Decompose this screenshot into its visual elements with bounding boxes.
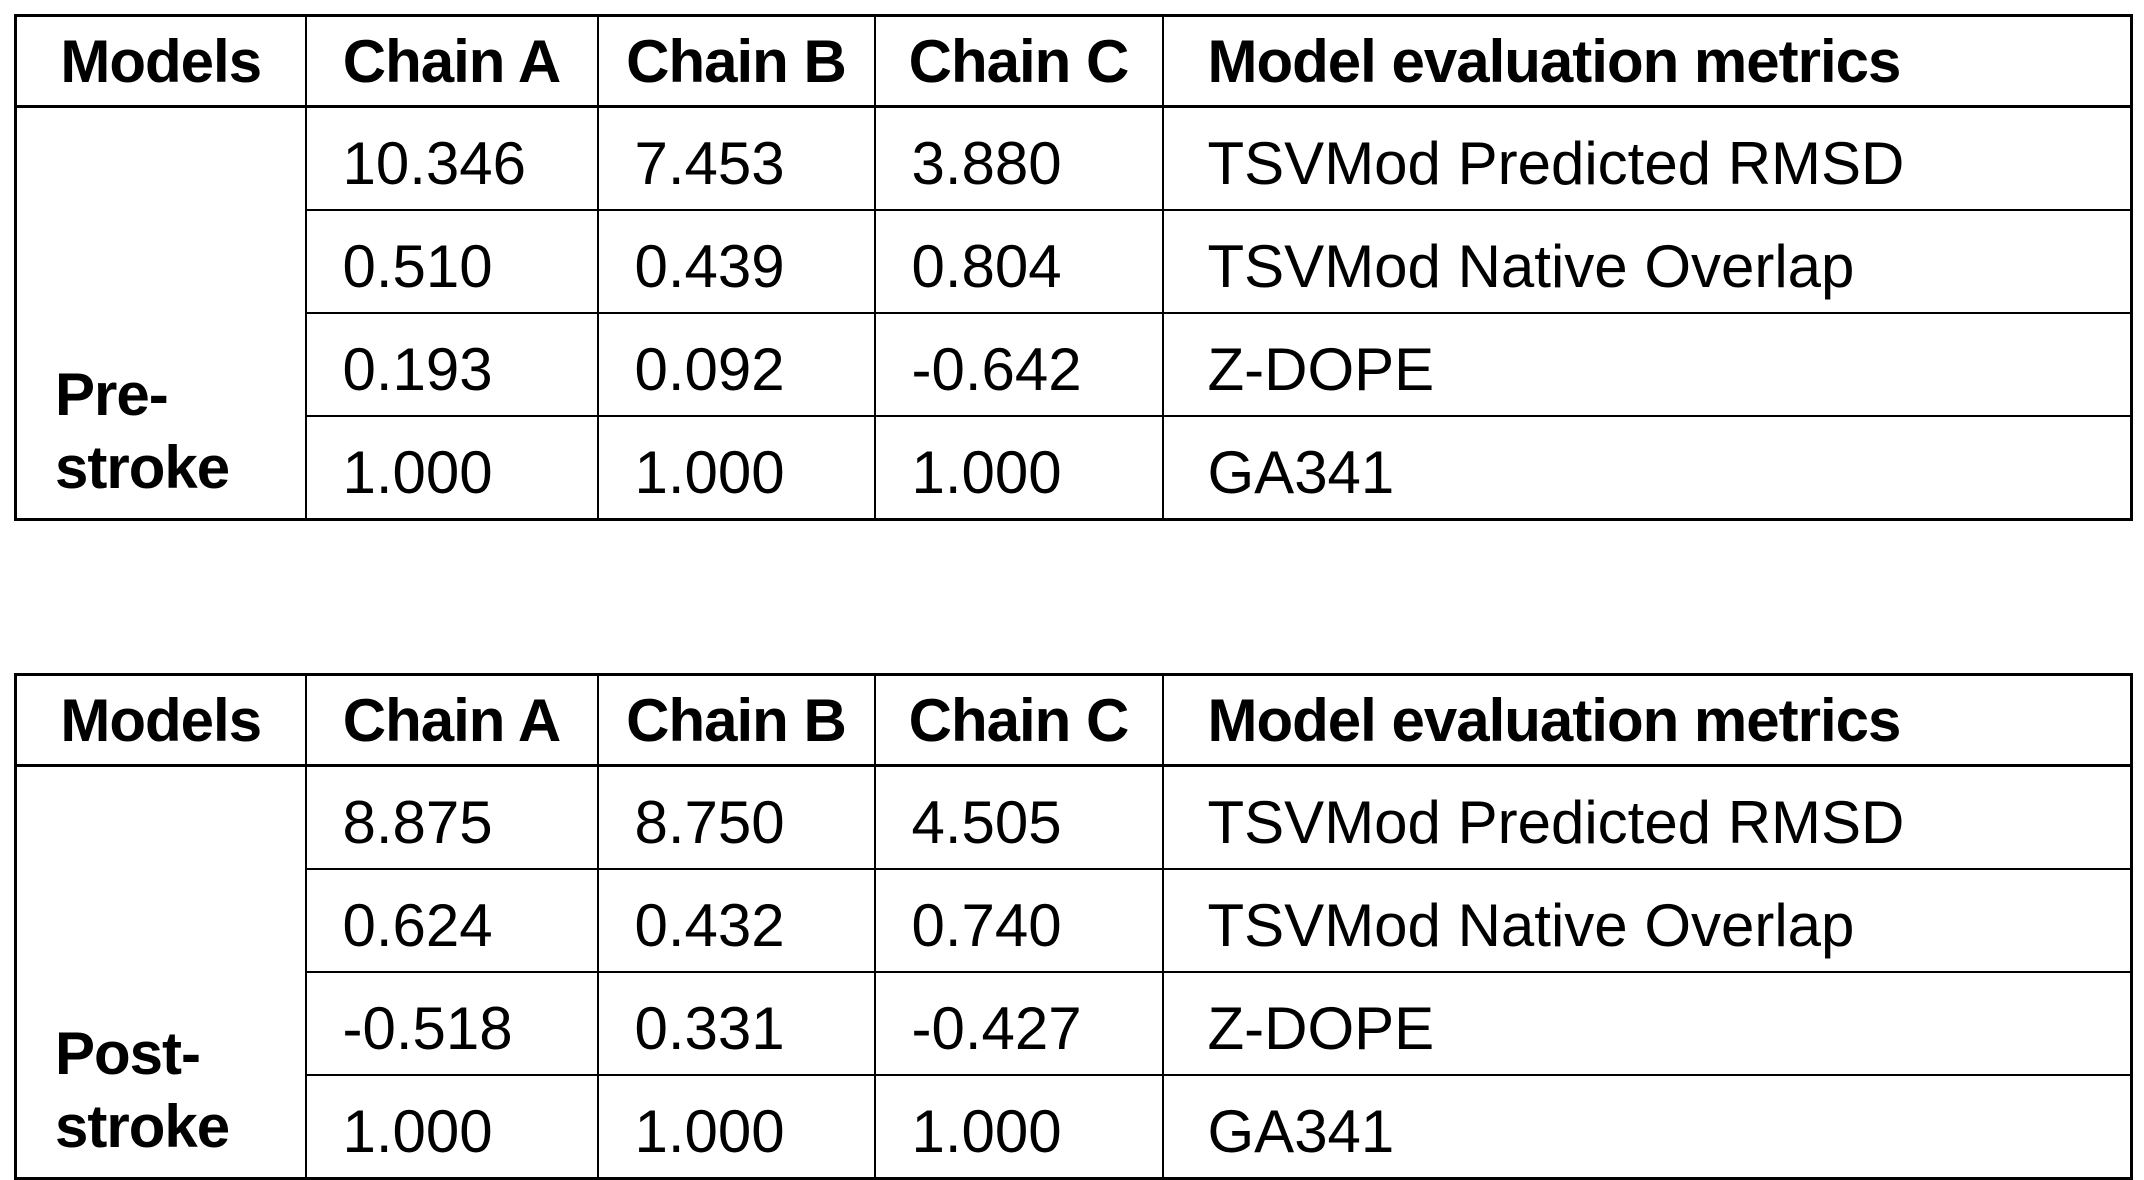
header-row: Models Chain A Chain B Chain C Model eva… — [14, 14, 2133, 108]
cell-chain-a-value: 10.346 — [304, 105, 599, 211]
cell-chain-a-value: 0.510 — [304, 209, 599, 314]
cell-metric-name: Z-DOPE — [1161, 971, 2133, 1076]
cell-metric-name: TSVMod Native Overlap — [1161, 868, 2133, 973]
table-row: Post- stroke 8.875 8.750 4.505 TSVMod Pr… — [14, 764, 2133, 1180]
cell-chain-a-value: 1.000 — [304, 415, 599, 521]
cell-chain-a-value: 0.624 — [304, 868, 599, 973]
cell-chain-a-value: 0.193 — [304, 312, 599, 417]
header-models: Models — [14, 673, 307, 767]
post-stroke-table: Models Chain A Chain B Chain C Model eva… — [14, 673, 2133, 1180]
row-group-label-post-stroke: Post- stroke — [14, 764, 307, 1180]
cell-chain-b-value: 7.453 — [596, 105, 876, 211]
cell-chain-a-value: 1.000 — [304, 1074, 599, 1180]
cell-chain-a-value: 8.875 — [304, 764, 599, 870]
pre-stroke-table: Models Chain A Chain B Chain C Model eva… — [14, 14, 2133, 521]
cell-metric-name: TSVMod Predicted RMSD — [1161, 105, 2133, 211]
cell-chain-b-value: 1.000 — [596, 1074, 876, 1180]
cell-metric-name: GA341 — [1161, 1074, 2133, 1180]
header-chain-a: Chain A — [304, 14, 599, 108]
header-chain-c: Chain C — [873, 673, 1164, 767]
cell-chain-b-value: 8.750 — [596, 764, 876, 870]
header-chain-b: Chain B — [596, 14, 876, 108]
cell-metric-name: Z-DOPE — [1161, 312, 2133, 417]
cell-chain-c-value: 1.000 — [873, 1074, 1164, 1180]
cell-chain-b-value: 0.331 — [596, 971, 876, 1076]
header-row: Models Chain A Chain B Chain C Model eva… — [14, 673, 2133, 767]
table-row: 0.510 0.439 0.804 TSVMod Native Overlap — [16, 209, 2133, 314]
table-row: -0.518 0.331 -0.427 Z-DOPE — [16, 971, 2133, 1076]
header-models: Models — [14, 14, 307, 108]
header-chain-c: Chain C — [873, 14, 1164, 108]
header-chain-a: Chain A — [304, 673, 599, 767]
cell-chain-b-value: 0.432 — [596, 868, 876, 973]
table-row: 1.000 1.000 1.000 GA341 — [16, 415, 2133, 521]
table-row: Pre- stroke 10.346 7.453 3.880 TSVMod Pr… — [14, 105, 2133, 521]
cell-metric-name: TSVMod Predicted RMSD — [1161, 764, 2133, 870]
cell-chain-a-value: -0.518 — [304, 971, 599, 1076]
row-group-label-pre-stroke: Pre- stroke — [14, 105, 307, 521]
cell-chain-b-value: 0.439 — [596, 209, 876, 314]
table-row: 1.000 1.000 1.000 GA341 — [16, 1074, 2133, 1180]
cell-metric-name: GA341 — [1161, 415, 2133, 521]
cell-metric-name: TSVMod Native Overlap — [1161, 209, 2133, 314]
cell-chain-c-value: 4.505 — [873, 764, 1164, 870]
table-row: 0.193 0.092 -0.642 Z-DOPE — [16, 312, 2133, 417]
header-metrics: Model evaluation metrics — [1161, 14, 2133, 108]
cell-chain-c-value: 0.740 — [873, 868, 1164, 973]
cell-chain-c-value: -0.427 — [873, 971, 1164, 1076]
cell-chain-c-value: 0.804 — [873, 209, 1164, 314]
cell-chain-c-value: -0.642 — [873, 312, 1164, 417]
cell-chain-b-value: 1.000 — [596, 415, 876, 521]
header-chain-b: Chain B — [596, 673, 876, 767]
cell-chain-b-value: 0.092 — [596, 312, 876, 417]
cell-chain-c-value: 1.000 — [873, 415, 1164, 521]
cell-chain-c-value: 3.880 — [873, 105, 1164, 211]
table-row: 0.624 0.432 0.740 TSVMod Native Overlap — [16, 868, 2133, 973]
header-metrics: Model evaluation metrics — [1161, 673, 2133, 767]
